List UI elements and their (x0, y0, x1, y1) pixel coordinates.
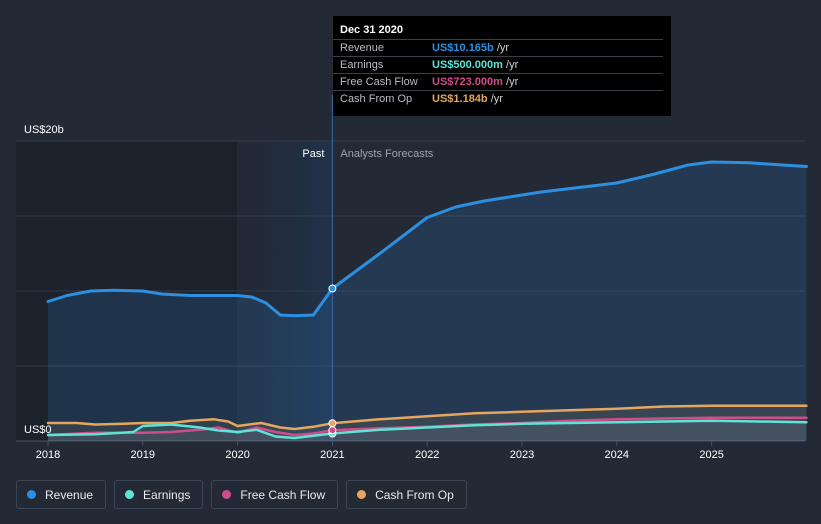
area-free-cash-flow (48, 417, 807, 441)
marker-revenue (328, 284, 337, 293)
legend-dot-icon (357, 490, 367, 499)
legend-item-earnings[interactable]: Earnings (114, 480, 204, 509)
legend-label: Free Cash Flow (240, 487, 326, 502)
x-tick-label: 2022 (415, 449, 439, 461)
tooltip-label: Earnings (340, 59, 384, 71)
y-axis-top-label: US$20b (24, 124, 64, 136)
line-free-cash-flow (46, 416, 808, 437)
tooltip-title: Dec 31 2020 (340, 24, 403, 36)
tooltip-value: US$723.000m /yr (432, 76, 519, 88)
line-cash-from-op (46, 404, 808, 431)
past-label: Past (302, 148, 324, 160)
area-revenue (48, 162, 807, 441)
tooltip: Dec 31 2020 Revenue US$10.165b /yr Earni… (333, 16, 671, 116)
tooltip-row-earnings: Earnings US$500.000m /yr (333, 56, 663, 74)
x-tick-label: 2023 (510, 449, 534, 461)
tooltip-label: Revenue (340, 42, 385, 54)
x-tick-label: 2020 (225, 449, 249, 461)
legend-dot-icon (222, 490, 232, 499)
forecast-label: Analysts Forecasts (340, 148, 433, 160)
y-axis-zero-label: US$0 (24, 424, 52, 436)
tooltip-value: US$500.000m /yr (432, 59, 519, 71)
legend-dot-icon (125, 490, 135, 499)
legend: Revenue Earnings Free Cash Flow Cash Fro… (16, 480, 467, 509)
x-tick-label: 2019 (131, 449, 155, 461)
x-tick-label: 2018 (36, 449, 60, 461)
x-tick-label: 2021 (320, 449, 344, 461)
tooltip-row-free-cash-flow: Free Cash Flow US$723.000m /yr (333, 73, 663, 91)
x-tick-label: 2025 (699, 449, 723, 461)
tooltip-value: US$1.184b /yr (432, 93, 503, 105)
legend-item-cash-from-op[interactable]: Cash From Op (346, 480, 467, 509)
tooltip-label: Free Cash Flow (340, 76, 418, 88)
x-axis: 2018 2019 2020 2021 2022 2023 2024 2025 (36, 441, 724, 461)
legend-label: Cash From Op (375, 487, 454, 502)
legend-item-free-cash-flow[interactable]: Free Cash Flow (211, 480, 339, 509)
gridlines (16, 140, 805, 442)
tooltip-label: Cash From Op (340, 93, 413, 105)
marker-cash-from-op (328, 419, 337, 428)
tooltip-row-cash-from-op: Cash From Op US$1.184b /yr (333, 90, 663, 108)
legend-label: Earnings (143, 487, 191, 502)
area-earnings (48, 420, 807, 441)
tooltip-row-revenue: Revenue US$10.165b /yr (333, 39, 663, 57)
legend-item-revenue[interactable]: Revenue (16, 480, 107, 509)
marker-free-cash-flow (328, 426, 337, 435)
tooltip-value: US$10.165b /yr (432, 42, 510, 54)
x-tick-label: 2024 (605, 449, 629, 461)
legend-label: Revenue (45, 487, 94, 502)
legend-dot-icon (27, 490, 36, 499)
hover-markers (328, 284, 337, 438)
line-earnings (46, 419, 808, 440)
